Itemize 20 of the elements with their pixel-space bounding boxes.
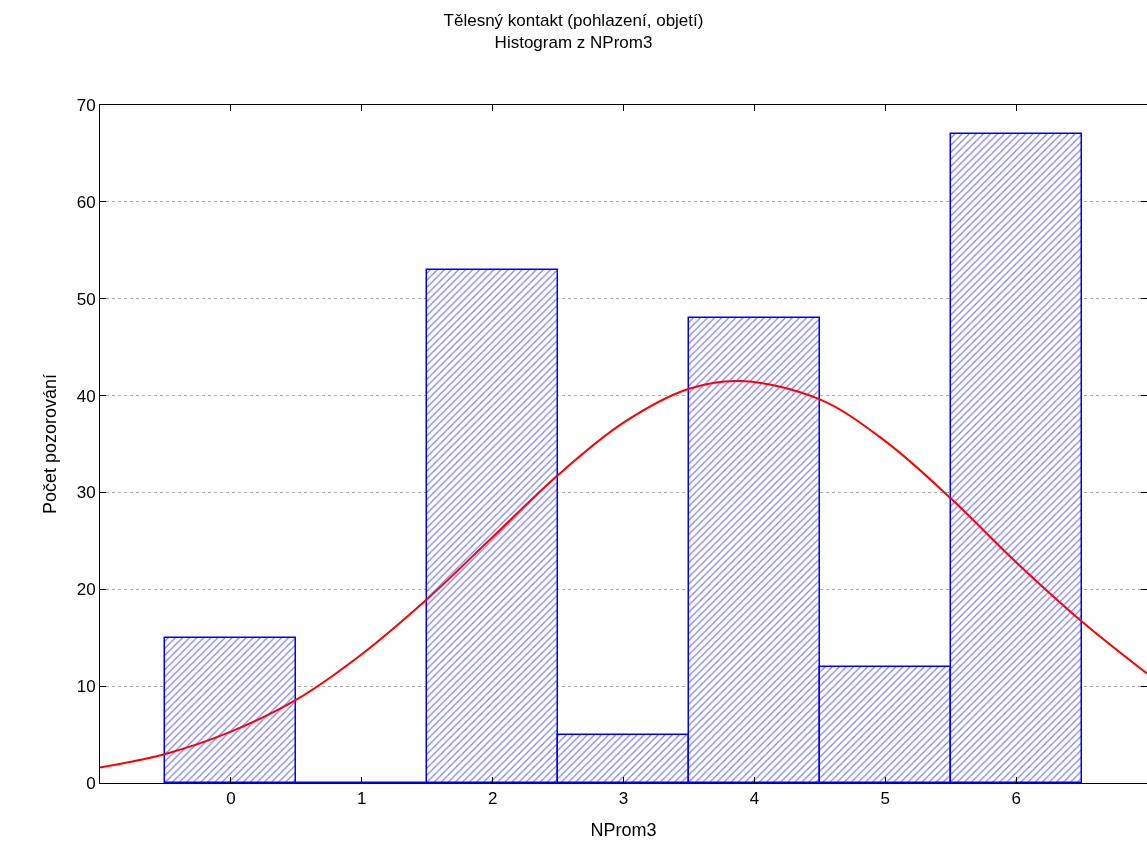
y-tick-label: 70 bbox=[76, 95, 96, 115]
x-tick-label: 2 bbox=[487, 789, 498, 809]
x-tick-label: 0 bbox=[226, 789, 236, 809]
chart-subtitle: Histogram z NProm3 bbox=[494, 32, 653, 52]
y-tick-label: 10 bbox=[76, 677, 96, 697]
y-tick-label: 30 bbox=[76, 483, 96, 503]
y-tick-label: 20 bbox=[76, 580, 96, 600]
y-tick-label: 0 bbox=[86, 773, 96, 793]
x-axis-title: NProm3 bbox=[590, 819, 657, 840]
y-tick-label: 40 bbox=[76, 386, 96, 406]
y-axis-title: Počet pozorování bbox=[39, 373, 60, 515]
x-tick-label: 4 bbox=[749, 789, 760, 809]
y-tick-label: 50 bbox=[76, 289, 96, 309]
x-tick-label: 5 bbox=[880, 789, 890, 809]
y-tick-label: 60 bbox=[76, 192, 96, 212]
x-tick-label: 3 bbox=[618, 789, 629, 809]
x-tick-label: 6 bbox=[1011, 789, 1021, 809]
line-series bbox=[100, 380, 1147, 769]
x-tick-label: 1 bbox=[357, 789, 367, 809]
chart-title: Tělesný kontakt (pohlazení, objetí) bbox=[443, 10, 704, 30]
